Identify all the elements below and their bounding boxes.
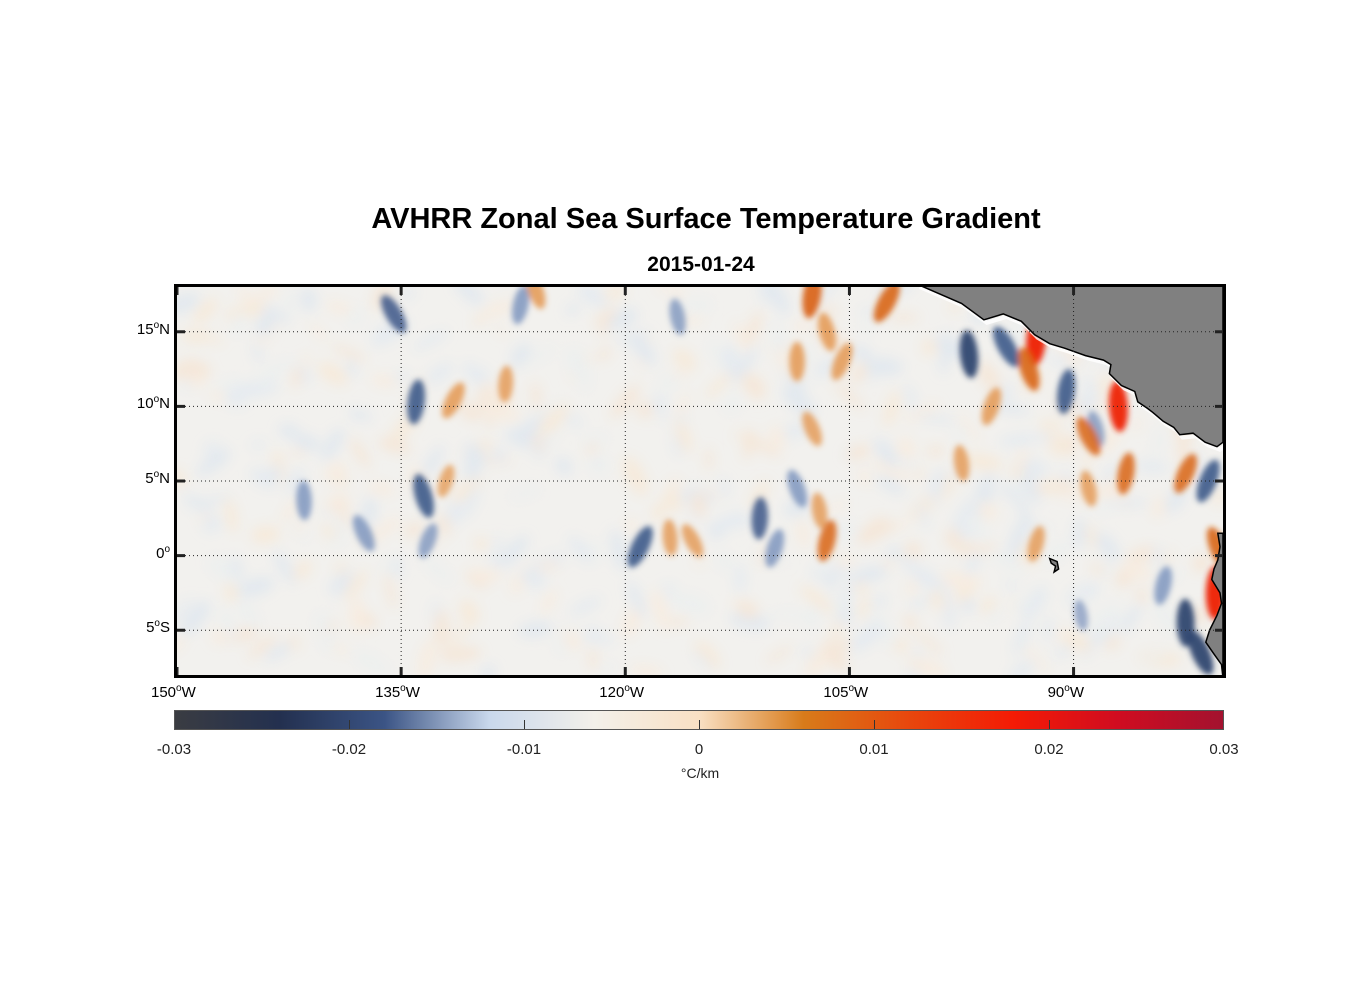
negative-gradient-feature: [296, 480, 312, 521]
positive-gradient-feature: [873, 287, 900, 323]
negative-gradient-feature: [669, 298, 686, 335]
negative-gradient-feature: [765, 529, 785, 568]
positive-gradient-feature: [1027, 525, 1045, 562]
negative-gradient-feature: [512, 287, 530, 325]
colorbar-tick-label: -0.03: [156, 741, 192, 758]
lat-tick-label: 5oS: [146, 618, 170, 637]
land-polygon: [1204, 532, 1223, 675]
negative-gradient-feature: [413, 474, 434, 518]
positive-gradient-feature: [442, 382, 465, 419]
positive-gradient-feature: [802, 411, 823, 446]
lon-tick-label: 90oW: [1047, 683, 1084, 701]
positive-gradient-feature: [1108, 381, 1128, 432]
lon-tick-label: 150oW: [151, 683, 196, 701]
positive-gradient-feature: [1117, 452, 1135, 495]
colorbar-tick: [873, 720, 875, 729]
lat-tick-label: 5oN: [145, 469, 170, 487]
negative-gradient-feature: [1057, 369, 1076, 414]
negative-gradient-feature: [993, 326, 1020, 367]
colorbar-tick: [1048, 720, 1050, 729]
colorbar-tick-label: 0: [694, 741, 704, 758]
negative-gradient-feature: [1154, 566, 1173, 605]
positive-gradient-feature: [981, 387, 1002, 426]
lat-tick-label: 10oN: [136, 394, 170, 413]
colorbar-tick-label: 0.01: [859, 741, 889, 758]
lon-tick-label: 135oW: [375, 683, 420, 701]
negative-gradient-feature: [751, 497, 769, 540]
graticule: [177, 287, 1223, 675]
lat-tick-label: 0o: [156, 543, 170, 562]
colorbar-tick: [523, 720, 525, 729]
negative-gradient-feature: [1073, 599, 1089, 631]
positive-gradient-feature: [662, 519, 678, 557]
colorbar-tick: [348, 720, 350, 729]
positive-gradient-feature: [1017, 347, 1040, 391]
colorbar-tick-label: -0.02: [331, 741, 367, 758]
lon-tick-label: 120oW: [599, 683, 645, 701]
positive-gradient-feature: [831, 343, 853, 381]
positive-gradient-feature: [818, 312, 836, 352]
positive-gradient-feature: [811, 492, 828, 530]
negative-gradient-feature: [380, 295, 407, 333]
positive-gradient-feature: [525, 287, 546, 309]
negative-gradient-feature: [627, 526, 653, 568]
land-mask: [918, 287, 1223, 675]
positive-gradient-feature: [1080, 470, 1097, 507]
positive-gradient-feature: [1206, 526, 1223, 570]
colorbar-tick: [698, 720, 700, 729]
colorbar-tick-label: -0.01: [506, 741, 542, 758]
lon-tick-label: 105oW: [823, 683, 869, 701]
colorbar-unit: °C/km: [680, 765, 720, 781]
positive-gradient-feature: [681, 524, 704, 558]
negative-gradient-feature: [407, 379, 426, 425]
negative-gradient-feature: [352, 514, 375, 552]
colorbar-tick-label: 0.02: [1034, 741, 1064, 758]
land-polygon: [921, 287, 1223, 448]
positive-gradient-feature: [817, 520, 837, 562]
negative-gradient-feature: [1187, 630, 1214, 675]
map-date: 2015-01-24: [647, 253, 755, 276]
negative-gradient-feature: [418, 523, 438, 559]
positive-gradient-feature: [498, 365, 514, 403]
negative-gradient-feature: [959, 330, 979, 379]
negative-gradient-feature: [1196, 459, 1220, 503]
positive-gradient-feature: [789, 341, 805, 382]
positive-gradient-feature: [953, 444, 970, 482]
positive-gradient-feature: [802, 287, 822, 319]
map-title: AVHRR Zonal Sea Surface Temperature Grad…: [371, 203, 1041, 235]
map-panel: [174, 284, 1226, 678]
negative-gradient-feature: [787, 469, 808, 508]
positive-gradient-feature: [1174, 453, 1198, 494]
colorbar-tick-label: 0.03: [1209, 741, 1239, 758]
galapagos-land: [1048, 557, 1060, 574]
lat-tick-label: 15oN: [136, 319, 170, 338]
sst-gradient-map: [177, 287, 1223, 675]
positive-gradient-feature: [1076, 416, 1101, 456]
